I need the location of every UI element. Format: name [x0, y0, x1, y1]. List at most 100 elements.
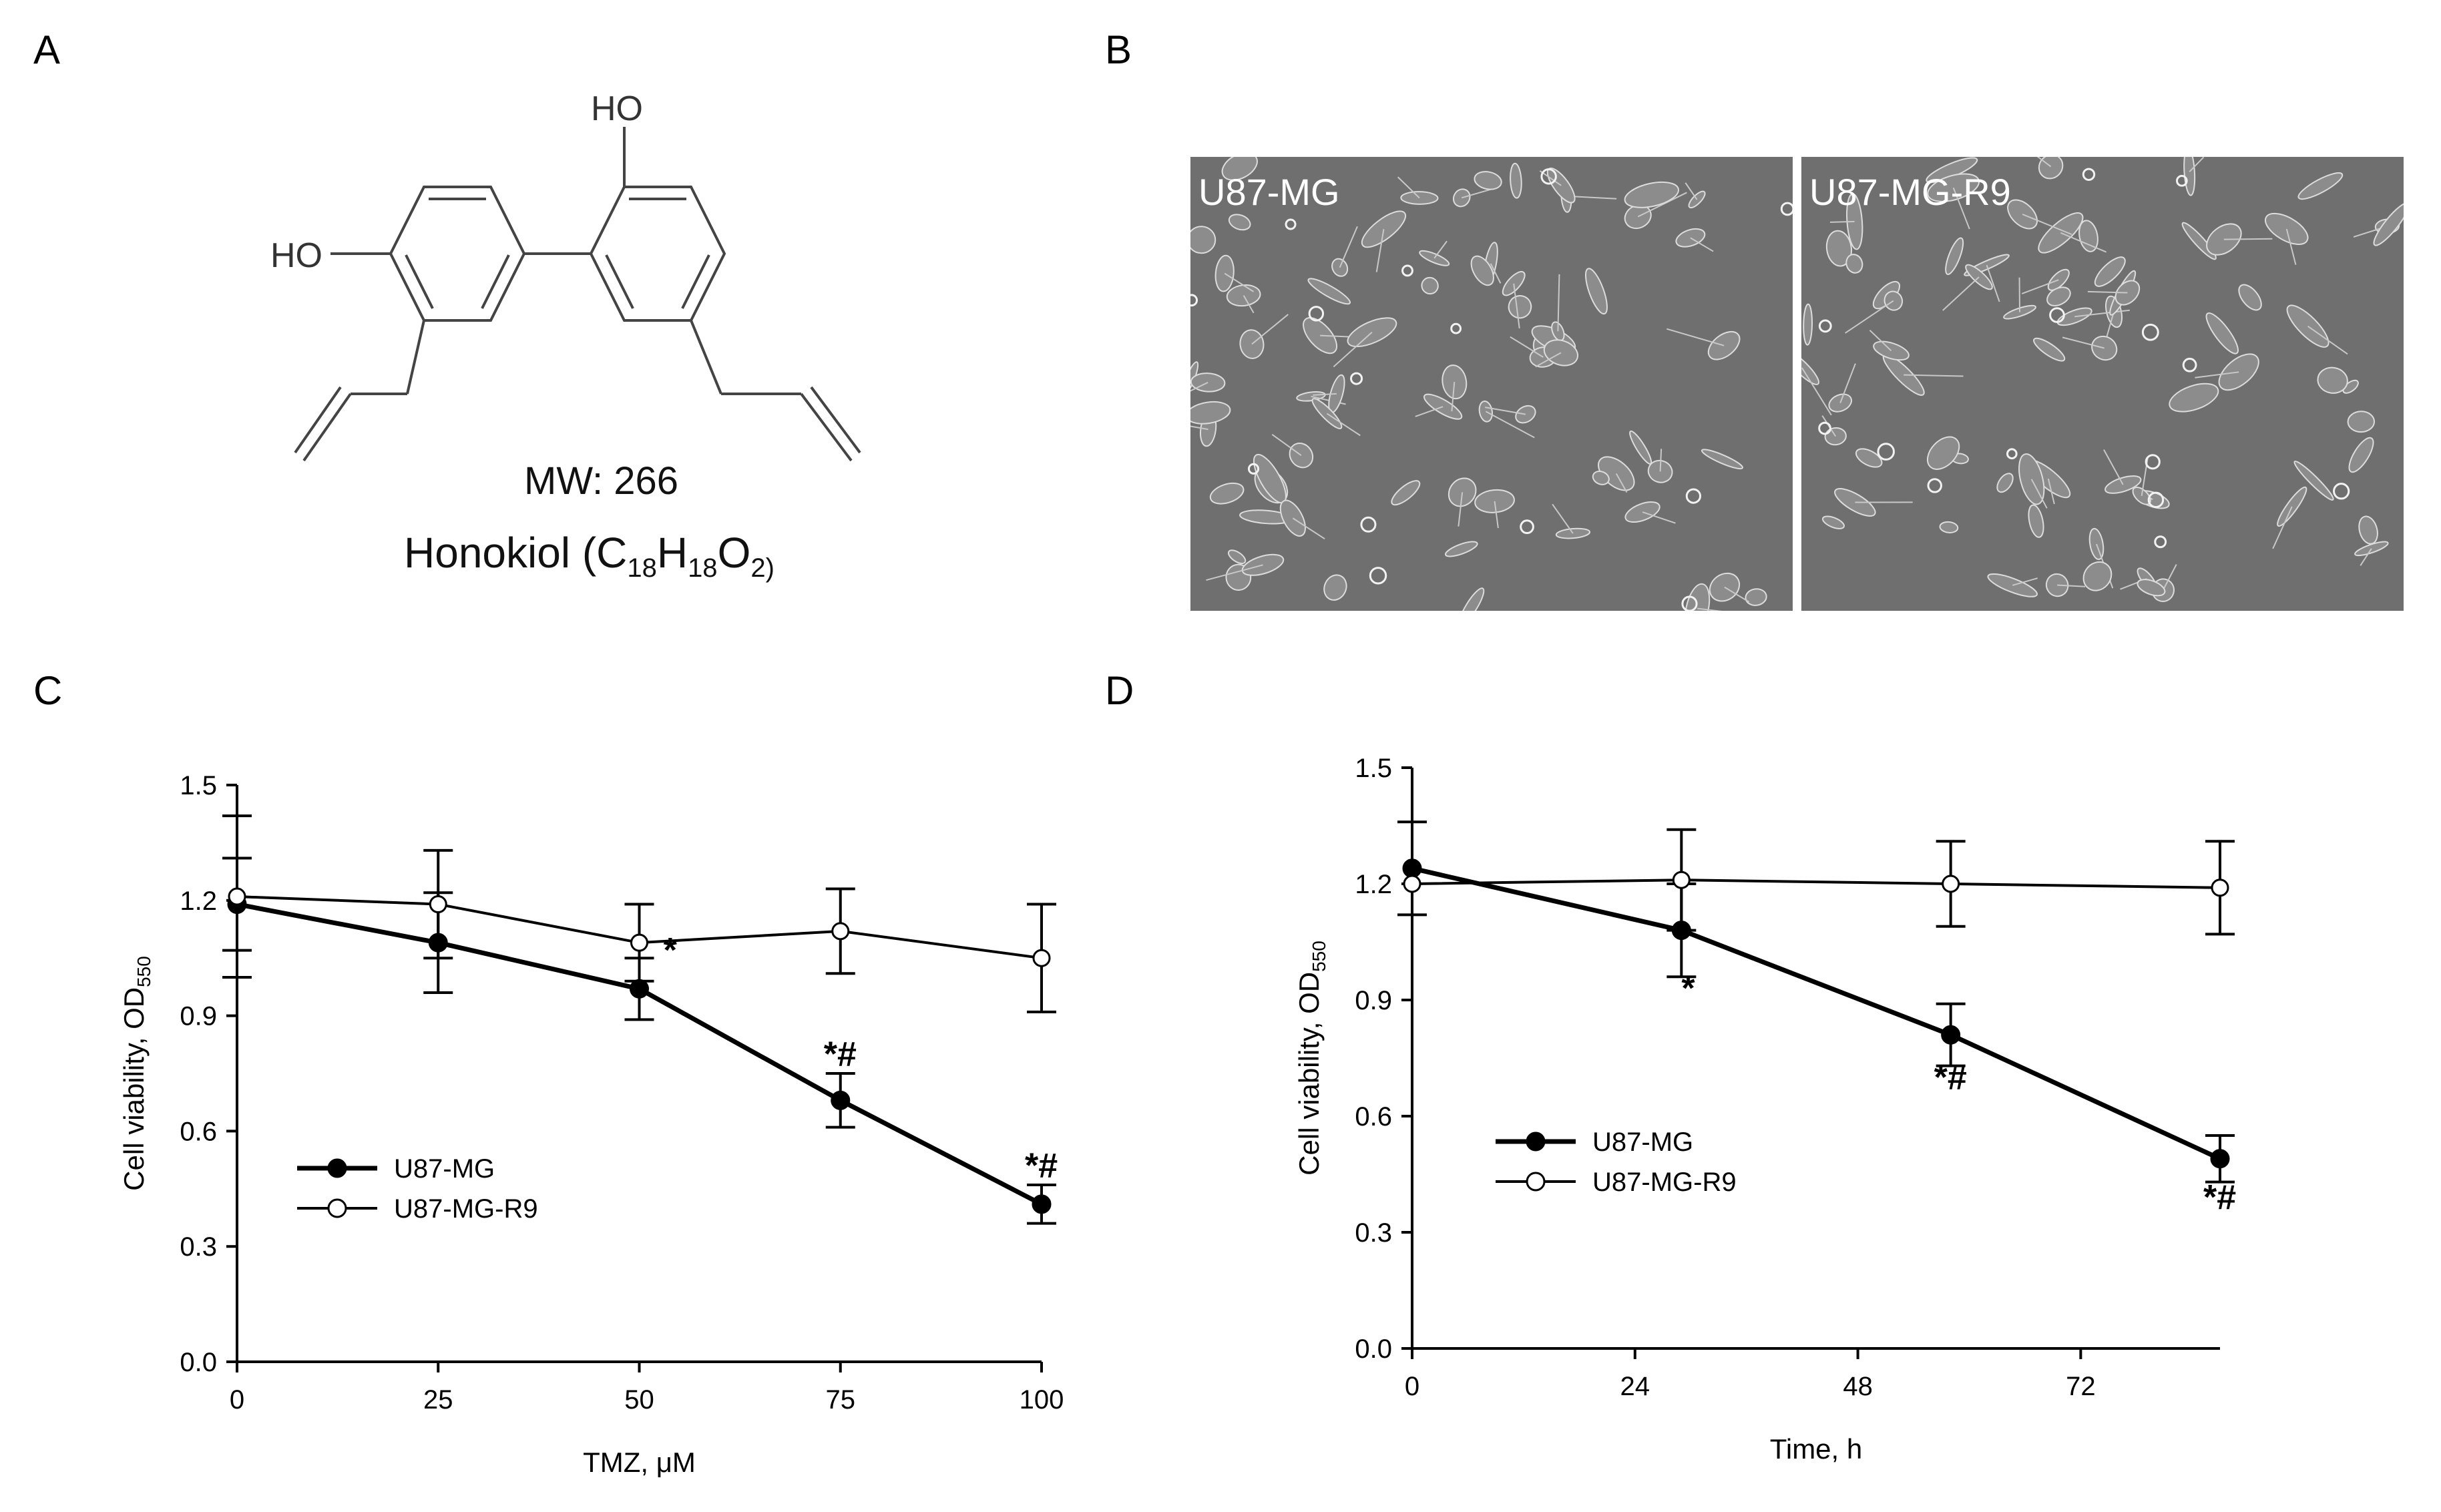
- panel-label-b: B: [1105, 27, 1132, 72]
- panel-label-c: C: [33, 668, 63, 713]
- cell-process: [1510, 336, 1544, 358]
- data-point: [2210, 1149, 2230, 1169]
- round-cell: [1520, 519, 1534, 534]
- cell-body: [1647, 459, 1673, 483]
- cell-process: [1206, 564, 1263, 581]
- significance-marker: *: [1681, 969, 1695, 1008]
- round-cell: [2141, 323, 2159, 341]
- cell-process: [1552, 503, 1574, 534]
- cell-body: [1939, 521, 1959, 533]
- cell-process: [1697, 607, 1723, 611]
- cell-process: [1667, 328, 1725, 346]
- axes: 0 25 50 75 100 0.0 0.3 0.6 0.9 1.2 1.5 TMZ, μM Cell …: [118, 771, 1064, 1478]
- y-tick-label: 1.2: [1355, 870, 1392, 899]
- cell-process: [1535, 352, 1562, 368]
- cell-body: [2038, 157, 2064, 180]
- cell-process: [1190, 425, 1208, 431]
- cell-process: [2047, 478, 2055, 505]
- legend-label: U87-MG: [1592, 1127, 1693, 1157]
- cell-body: [1508, 295, 1532, 319]
- round-cell: [1401, 264, 1413, 277]
- compound-name-label: Honokiol (C18H18O2): [404, 529, 774, 583]
- micrograph-label-u87-mg: U87-MG: [1198, 171, 1340, 213]
- data-point: [228, 887, 246, 906]
- data-point: [1403, 874, 1421, 893]
- cell-process: [1490, 263, 1502, 284]
- data-point: [1672, 870, 1691, 889]
- y-tick-label: 0.6: [1355, 1102, 1392, 1131]
- cell-body: [1474, 171, 1502, 190]
- cell-body: [1209, 482, 1245, 505]
- cell-body: [1323, 574, 1347, 601]
- cell-process: [2021, 279, 2059, 294]
- cell-body: [1459, 587, 1485, 611]
- round-cell: [1927, 478, 1942, 493]
- cell-process: [1415, 406, 1444, 417]
- cell-body: [2373, 202, 2404, 246]
- cell-body: [1444, 541, 1478, 557]
- round-cell: [1681, 595, 1698, 611]
- round-cell: [1685, 488, 1702, 504]
- round-cell: [1450, 322, 1462, 334]
- cell-process: [1485, 407, 1526, 415]
- cell-process: [1326, 413, 1361, 437]
- significance-marker: *#: [824, 1035, 857, 1073]
- cell-body: [1801, 350, 1819, 385]
- legend-marker: [327, 1158, 347, 1178]
- cell-body: [2205, 312, 2239, 354]
- cell-process: [1904, 374, 1964, 377]
- round-cell: [1877, 443, 1895, 461]
- x-axis-label: Time, h: [1770, 1433, 1862, 1465]
- round-cell: [1308, 306, 1325, 322]
- round-cell: [1247, 463, 1260, 475]
- cell-body: [1685, 583, 1711, 611]
- cell-process: [1942, 276, 1980, 311]
- cell-body: [1190, 226, 1216, 254]
- cell-body: [2169, 383, 2219, 413]
- x-axis-label: TMZ, μM: [583, 1447, 696, 1478]
- y-axis-label: Cell viability, OD550: [1293, 941, 1329, 1176]
- honokiol-structure: HO HO MW: 266 Honokiol (C18H18O2): [270, 89, 861, 583]
- cell-texture: [1801, 157, 2404, 602]
- x-tick-label: 24: [1620, 1372, 1650, 1401]
- data-point: [1941, 1025, 1961, 1045]
- x-tick-label: 75: [826, 1385, 856, 1415]
- x-tick-label: 100: [1020, 1385, 1064, 1415]
- significance-marker: *#: [1934, 1058, 1967, 1097]
- data-point: [831, 1090, 851, 1110]
- cell-body: [1675, 228, 1706, 248]
- cell-process: [1243, 295, 1255, 314]
- legend: U87-MG U87-MG-R9: [297, 1154, 538, 1224]
- cell-body: [1926, 436, 1960, 470]
- cell-body: [1709, 572, 1741, 602]
- series-u87-mg-r9: [1403, 828, 2235, 936]
- cell-body: [1239, 329, 1265, 359]
- cell-body: [1470, 255, 1494, 286]
- series-line: [1411, 878, 2221, 889]
- y-tick-label: 0.3: [1355, 1218, 1392, 1248]
- cell-process: [1433, 240, 1448, 259]
- round-cell: [2145, 454, 2161, 470]
- cell-body: [1624, 181, 1679, 208]
- cell-body: [1423, 393, 1463, 420]
- cell-body: [1478, 401, 1494, 423]
- cell-process: [1458, 492, 1464, 527]
- panel-label-d: D: [1105, 668, 1134, 713]
- cell-body: [1421, 276, 1439, 295]
- cell-body: [1821, 515, 1845, 529]
- cell-process: [2062, 336, 2104, 349]
- cell-body: [1745, 588, 1767, 606]
- y-tick-label: 1.5: [180, 771, 217, 800]
- cell-process: [1190, 382, 1208, 392]
- cell-process: [2022, 214, 2072, 236]
- significance-marker: *#: [2203, 1178, 2236, 1217]
- data-point: [1032, 1194, 1052, 1214]
- cell-body: [2347, 411, 2376, 433]
- cell-body: [1214, 254, 1235, 292]
- cell-process: [2060, 232, 2107, 253]
- round-cell: [1780, 202, 1793, 216]
- cell-process: [2307, 325, 2348, 355]
- hydroxyl-top-label: HO: [591, 89, 643, 128]
- cell-process: [1333, 331, 1373, 368]
- cell-body: [1241, 553, 1285, 576]
